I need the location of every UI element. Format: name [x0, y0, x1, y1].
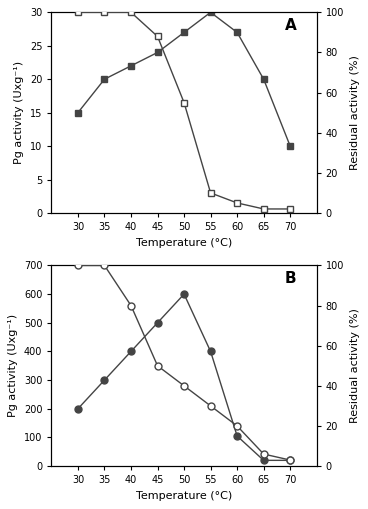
X-axis label: Temperature (°C): Temperature (°C) — [136, 491, 232, 501]
Text: A: A — [285, 18, 297, 34]
Y-axis label: Pg activity (Uxg⁻¹): Pg activity (Uxg⁻¹) — [14, 61, 24, 164]
Y-axis label: Residual activity (%): Residual activity (%) — [350, 308, 360, 423]
Y-axis label: Pg activity (Uxg⁻¹): Pg activity (Uxg⁻¹) — [8, 314, 18, 417]
Y-axis label: Residual activity (%): Residual activity (%) — [350, 55, 360, 170]
Text: B: B — [285, 271, 297, 287]
X-axis label: Temperature (°C): Temperature (°C) — [136, 238, 232, 247]
